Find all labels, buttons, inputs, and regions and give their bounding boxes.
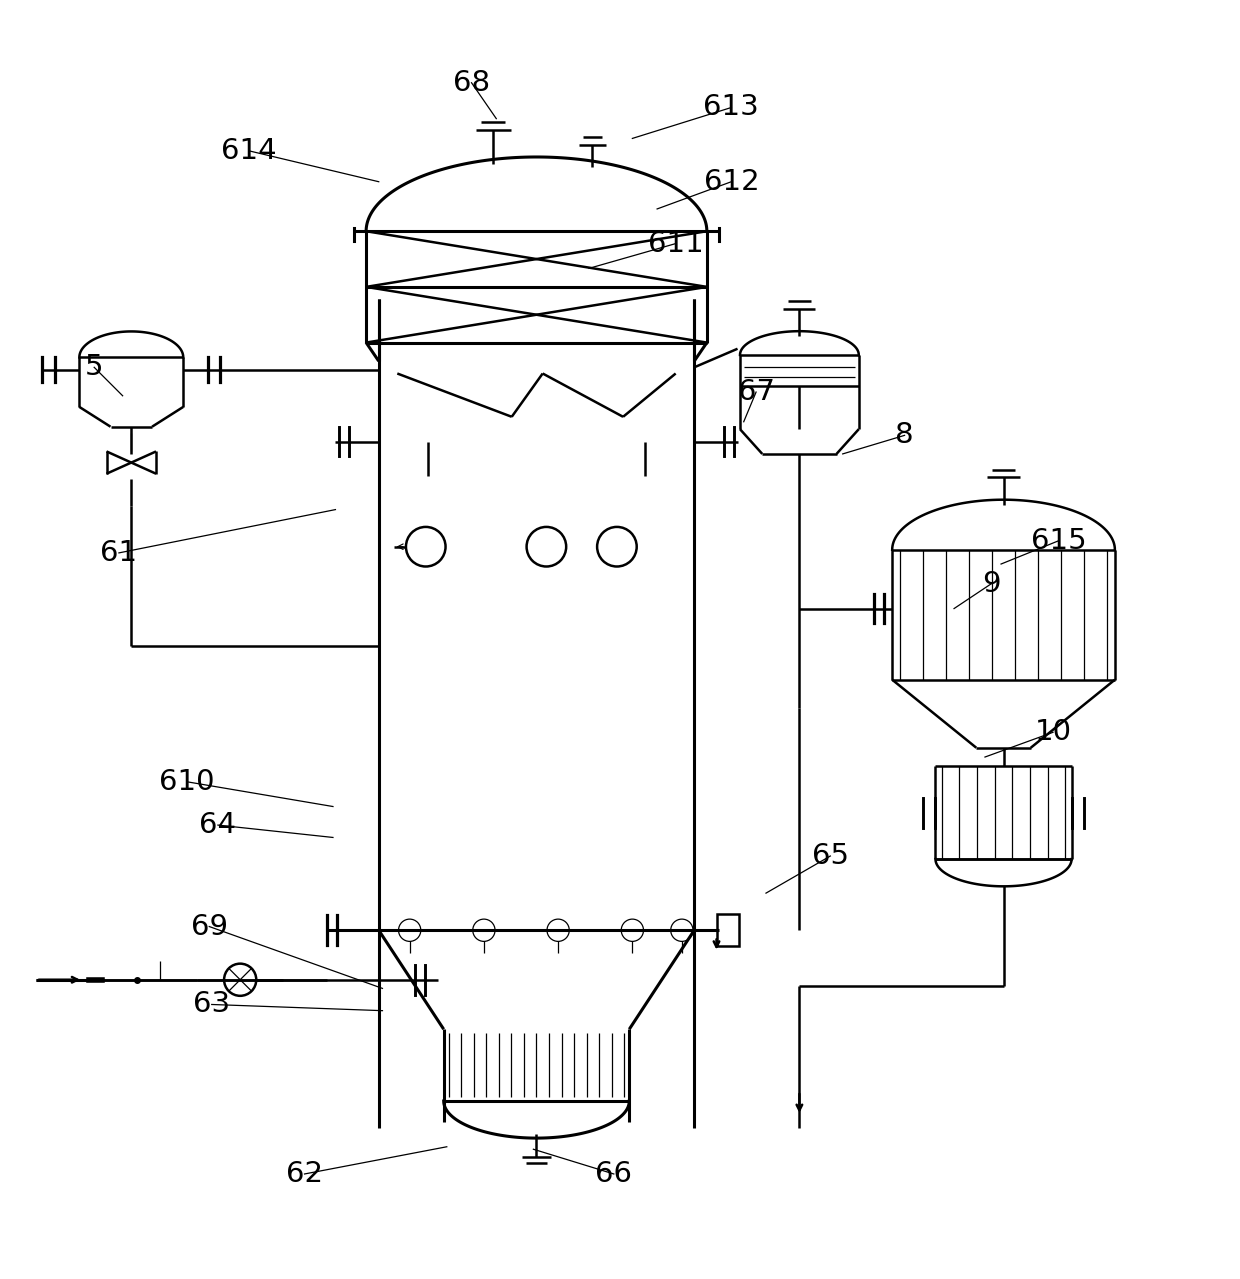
Text: 69: 69 xyxy=(191,912,228,940)
Text: 64: 64 xyxy=(200,811,237,839)
Text: 8: 8 xyxy=(895,421,914,449)
Text: 66: 66 xyxy=(595,1160,632,1188)
Bar xyxy=(717,914,739,946)
Text: 67: 67 xyxy=(738,379,775,405)
Text: 613: 613 xyxy=(703,93,759,122)
Text: 615: 615 xyxy=(1032,527,1087,555)
Text: 9: 9 xyxy=(982,570,1001,597)
Text: 612: 612 xyxy=(703,168,759,196)
Text: 611: 611 xyxy=(647,230,703,257)
Text: 65: 65 xyxy=(812,842,849,870)
Text: 68: 68 xyxy=(453,69,490,97)
Text: 614: 614 xyxy=(221,137,277,165)
Text: 63: 63 xyxy=(193,990,231,1018)
Text: 610: 610 xyxy=(159,767,215,796)
Text: 61: 61 xyxy=(100,538,138,567)
Text: 62: 62 xyxy=(286,1160,322,1188)
Text: 10: 10 xyxy=(1034,719,1071,746)
Text: 5: 5 xyxy=(84,353,103,381)
